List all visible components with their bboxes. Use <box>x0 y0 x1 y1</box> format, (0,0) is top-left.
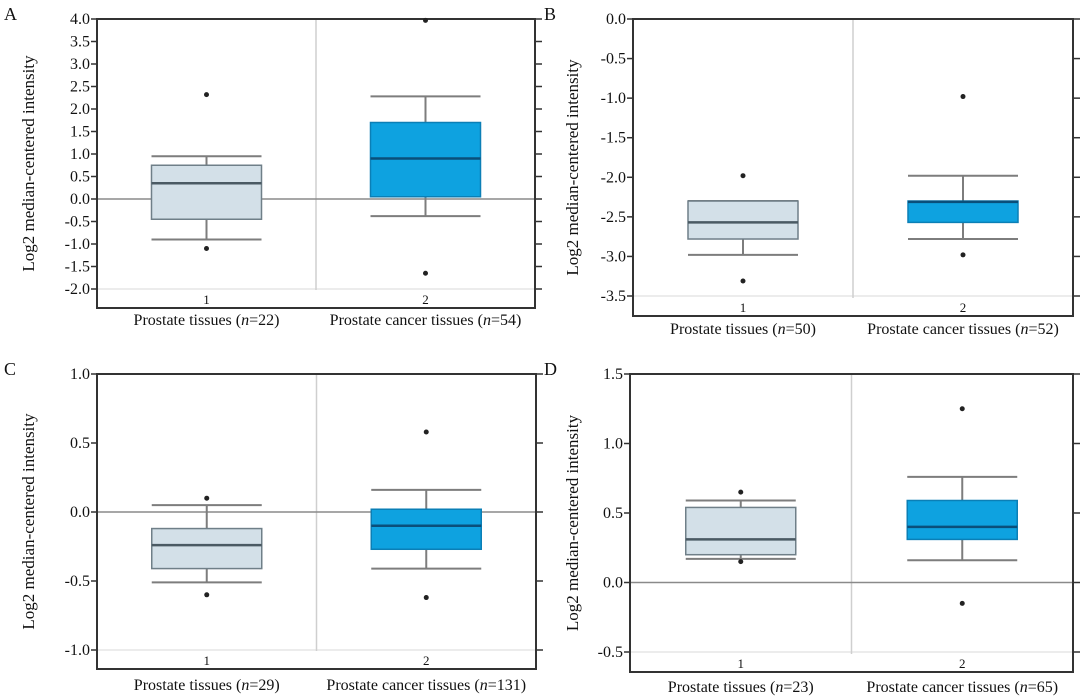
outlier-point <box>740 278 746 284</box>
category-label: Prostate tissues (n=29) <box>134 677 280 694</box>
category-label: Prostate cancer tissues (n=52) <box>867 321 1059 338</box>
category-label: Prostate cancer tissues (n=131) <box>326 677 526 694</box>
category-number: 2 <box>422 292 429 307</box>
box-prostate-tissues <box>150 92 263 251</box>
y-tick-label: 0.0 <box>70 191 90 208</box>
y-tick-label: 0.5 <box>70 435 90 452</box>
y-tick-label: 1.5 <box>70 124 90 141</box>
y-tick-label: 0.0 <box>603 575 623 592</box>
outlier-point <box>960 94 966 100</box>
y-tick-label: -0.5 <box>601 51 626 68</box>
panel-letter: C <box>4 359 16 379</box>
y-tick-label: -0.5 <box>65 214 90 231</box>
y-tick-label: 4.0 <box>70 11 90 28</box>
box-cancer-tissues <box>906 406 1018 606</box>
iqr-box <box>151 527 263 570</box>
y-tick-label: 0.0 <box>606 11 626 28</box>
y-axis-label: Log2 median-centered intensity <box>563 59 582 276</box>
y-axis-label: Log2 median-centered intensity <box>19 55 38 272</box>
y-tick-label: 2.0 <box>70 101 90 118</box>
box-cancer-tissues <box>369 17 482 276</box>
outlier-point <box>423 270 428 276</box>
y-tick-label: -3.5 <box>601 288 626 305</box>
box-prostate-tissues <box>151 495 263 598</box>
category-number: 2 <box>959 656 966 671</box>
outlier-point <box>204 592 210 598</box>
y-tick-label: 1.0 <box>603 436 623 453</box>
category-label: Prostate tissues (n=50) <box>670 321 816 338</box>
category-number: 2 <box>423 653 430 668</box>
outlier-point <box>204 495 210 501</box>
outlier-point <box>423 429 429 435</box>
category-number: 1 <box>738 656 745 671</box>
iqr-box <box>370 508 482 551</box>
y-tick-label: 1.0 <box>70 366 90 383</box>
iqr-box <box>906 499 1018 541</box>
plot-frame <box>96 18 536 309</box>
outlier-point <box>204 92 209 98</box>
box-prostate-tissues <box>687 173 799 284</box>
panel-d: D 1.5 1.0 0.5 0.0 -0.5 Log2 median-centered in… <box>544 359 1080 696</box>
y-tick-label: 2.5 <box>70 79 90 96</box>
y-tick-label: -1.0 <box>601 90 626 107</box>
category-number: 1 <box>204 653 211 668</box>
y-tick-label: -1.5 <box>601 130 626 147</box>
y-axis-label: Log2 median-centered intensity <box>563 414 582 631</box>
panel-a: A 4.0 3.5 3.0 2.5 2.0 1.5 1.0 0.5 0.0 -0.5 -1.0 -1.5… <box>4 4 542 329</box>
box-prostate-tissues <box>685 489 797 565</box>
y-tick-label: -2.5 <box>601 209 626 226</box>
category-label: Prostate cancer tissues (n=54) <box>330 312 522 329</box>
plot-frame <box>632 18 1074 317</box>
y-tick-label: 1.5 <box>603 366 623 383</box>
outlier-point <box>959 600 965 606</box>
panel-letter: D <box>544 359 557 379</box>
y-tick-label: -0.5 <box>65 573 90 590</box>
y-tick-label: -2.0 <box>601 169 626 186</box>
box-cancer-tissues <box>907 94 1019 258</box>
panel-c: C 1.0 0.5 0.0 -0.5 -1.0 Log2 median-centered i… <box>4 359 543 694</box>
iqr-box <box>150 164 263 220</box>
box-cancer-tissues <box>370 429 482 601</box>
iqr-box <box>907 200 1019 224</box>
category-number: 2 <box>960 300 967 315</box>
outlier-point <box>738 489 744 495</box>
outlier-point <box>738 559 744 565</box>
plot-frame <box>96 373 537 670</box>
y-tick-label: 0.0 <box>70 504 90 521</box>
y-tick-label: 0.5 <box>70 169 90 186</box>
panel-letter: A <box>4 4 17 24</box>
iqr-box <box>687 200 799 240</box>
y-tick-label: -2.0 <box>65 281 90 298</box>
iqr-box <box>685 506 797 556</box>
y-tick-label: 3.0 <box>70 56 90 73</box>
plot-frame <box>629 373 1074 673</box>
outlier-point <box>740 173 746 179</box>
outlier-point <box>204 246 209 251</box>
y-tick-label: 0.5 <box>603 505 623 522</box>
y-tick-label: 3.5 <box>70 34 90 51</box>
category-label: Prostate tissues (n=23) <box>668 679 814 696</box>
category-label: Prostate cancer tissues (n=65) <box>866 679 1058 696</box>
y-tick-label: -1.5 <box>65 259 90 276</box>
outlier-point <box>423 595 429 601</box>
y-axis-label: Log2 median-centered intensity <box>19 413 38 630</box>
y-tick-label: -1.0 <box>65 642 90 659</box>
panel-b: B 0.0 -0.5 -1.0 -1.5 -2.0 -2.5 -3.0 -3.5 Log2 med… <box>544 4 1080 338</box>
y-tick-label: -3.0 <box>601 248 626 265</box>
outlier-point <box>960 252 966 258</box>
category-label: Prostate tissues (n=22) <box>134 312 280 329</box>
panel-letter: B <box>544 4 556 24</box>
category-number: 1 <box>740 300 747 315</box>
outlier-point <box>423 17 428 23</box>
y-tick-label: -0.5 <box>598 644 623 661</box>
y-tick-label: -1.0 <box>65 236 90 253</box>
outlier-point <box>959 406 965 412</box>
category-number: 1 <box>203 292 210 307</box>
y-tick-label: 1.0 <box>70 146 90 163</box>
